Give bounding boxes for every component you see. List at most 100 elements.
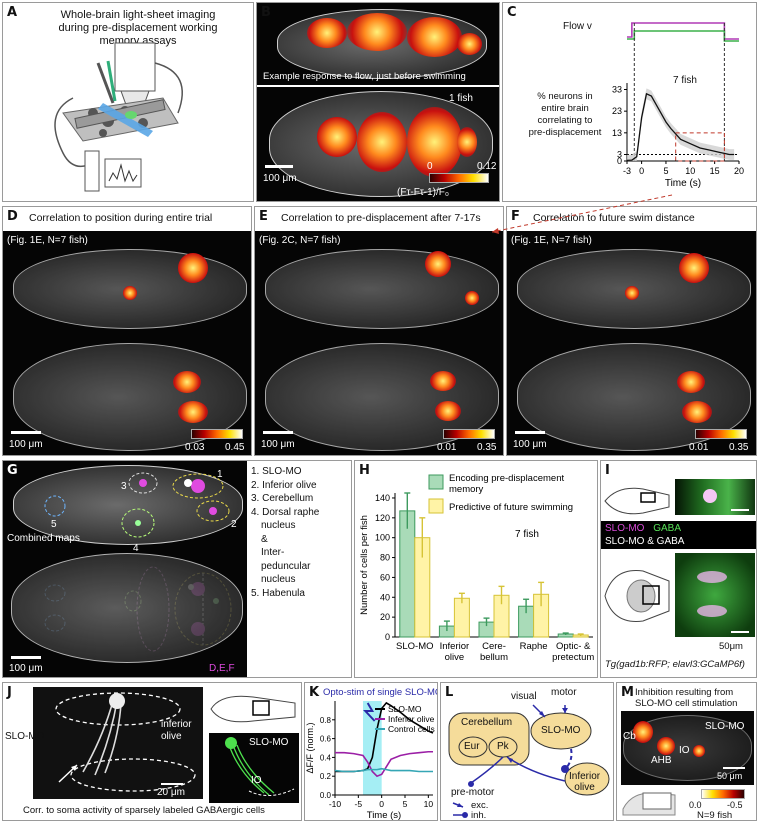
fish-schematic [622,792,676,816]
category-label: olive [445,652,465,663]
panel-b-scale-label: 100 μm [263,173,297,184]
label-slomo: SLO-MO [705,721,745,732]
stim-window [363,701,382,795]
y-tick-label: 0 [617,156,622,166]
label-motor: motor [551,687,577,698]
panel-e-title: Correlation to pre-displacement after 7-… [281,212,481,224]
lightning-icon [363,702,376,722]
panel-i-genotype: Tg(gad1b:RFP; elavl3:GCaMP6f) [605,659,745,670]
panel-j-image: SLO-MO inferior olive 20 μm [5,687,203,799]
panel-g-caption: Combined maps [7,533,80,544]
bar [399,510,416,638]
panel-j-label-io: inferior olive [161,719,192,742]
panel-m-count: N=9 fish [697,810,733,821]
microscope-illustration [54,42,183,192]
colorbar-max: 0.35 [477,442,497,453]
x-tick-label: -10 [329,799,342,809]
label-cerebellum: Cerebellum [461,717,513,728]
panel-b-count: 1 fish [449,93,473,104]
panel-m-scale-label: 50 μm [717,771,743,781]
legend-label: Inferior olive [388,714,435,724]
y-tick-label: 80 [380,553,390,563]
panel-b-lateral-image: Example response to flow, just before sw… [257,3,499,85]
panel-i-lateral-image [675,479,755,515]
panel-h-count: 7 fish [515,529,539,540]
label-inferior-olive: Inferior olive [569,771,601,793]
label-visual: visual [511,691,537,702]
panel-l: L visual motor Cerebellum Eur Pk SLO-MO … [440,682,614,821]
panel-j-caption: Corr. to soma activity of sparsely label… [23,805,265,816]
scale-bar [11,656,41,659]
panel-g-region-list: 1. SLO-MO 2. Inferior olive 3. Cerebellu… [251,466,320,599]
category-label: SLO-MO [396,641,433,652]
category-label: Inferior [440,641,470,652]
region-number-4: 4 [133,543,139,554]
series-line [335,750,433,778]
series-line [334,767,433,773]
panel-e-image: (Fig. 2C, N=7 fish) 100 μm 0.01 0.35 [255,231,503,455]
panel-a-title: Whole-brain light-sheet imaging during p… [58,9,218,47]
highlight-window [675,132,725,162]
y-axis-label: Number of cells per fish [359,515,370,615]
panel-a: A Whole-brain light-sheet imaging during… [2,2,254,202]
label-cb: Cb [623,731,636,742]
x-tick-label: 5 [663,166,668,176]
panel-letter: J [7,685,12,700]
panel-g-legend: D,E,F [209,663,235,674]
y-tick-label: 20 [380,612,390,622]
panel-b-caption: Example response to flow, just before sw… [263,71,466,82]
category-label: Cere- [482,641,506,652]
panel-letter: E [259,209,268,224]
panel-d-title: Correlation to position during entire tr… [29,212,213,224]
panel-k-chart: 0.0 0.2 0.4 0.6 0.8 -10 -5 0 5 10 Time (s) ΔF/F (no… [305,701,435,820]
region-number-3: 3 [121,481,127,492]
y-tick-label: 0.8 [320,716,332,725]
y-tick-label: 0.0 [320,791,332,800]
bar [453,597,470,638]
label-eur: Eur [464,741,480,752]
colorbar-min: 0.0 [689,800,702,810]
scale-bar [723,767,745,769]
fish-dorsal-schematic [604,570,670,622]
label-premotor: pre-motor [451,787,495,798]
panel-letter: A [7,5,18,20]
error-band [627,88,735,161]
x-tick-label: 20 [734,166,744,176]
colorbar [429,173,489,183]
flow-trace-purple [627,22,739,40]
panel-b-dorsal-image: 1 fish 100 μm 0 0.12 (Fτ-Fτ-1)/F₀ [257,87,499,201]
category-label: pretectum [552,652,594,663]
panel-k: K Opto-stim of single SLO-MO neurons 0.0… [304,682,438,821]
panel-letter: B [261,5,271,20]
label-ahb: AHB [651,755,672,766]
colorbar-label: (Fτ-Fτ-1)/F₀ [397,187,450,198]
panel-d-scale-label: 100 μm [9,439,43,450]
colorbar-max: 0.35 [729,442,749,453]
scale-bar [263,431,293,434]
panel-j-inset: SLO-MO IO [209,733,299,803]
fish-dorsal-schematic [210,695,296,723]
label-slomo: SLO-MO [541,725,581,736]
x-tick-label: 15 [710,166,720,176]
panel-letter: I [605,463,610,478]
panel-c-ylabel: % neurons in entire brain correlating to… [528,91,602,138]
colorbar [695,429,747,439]
colorbar [701,789,745,799]
label-inh: inh. [471,810,487,821]
colorbar-min: 0.01 [689,442,709,453]
panel-d-image: (Fig. 1E, N=7 fish) 100 μm 0.03 0.45 [3,231,251,455]
y-tick-label: 60 [380,572,390,582]
y-tick-label: 33 [612,85,622,95]
fish-schematic [604,487,670,515]
panel-f: F Correlation to future swim distance (F… [506,206,757,456]
panel-k-title: Opto-stim of single SLO-MO neurons [323,687,437,698]
panel-i-scale-label: 50μm [719,641,743,652]
x-tick-label: -3 [623,166,631,176]
region-number-2: 2 [231,519,237,530]
y-tick-label: 0.2 [320,772,332,781]
x-tick-label: 0 [639,166,644,176]
category-label: bellum [480,652,508,663]
panel-f-image: (Fig. 1E, N=7 fish) 100 μm 0.01 0.35 [507,231,756,455]
panel-j-scale-label: 20 μm [157,787,185,798]
label-pk: Pk [497,741,509,752]
